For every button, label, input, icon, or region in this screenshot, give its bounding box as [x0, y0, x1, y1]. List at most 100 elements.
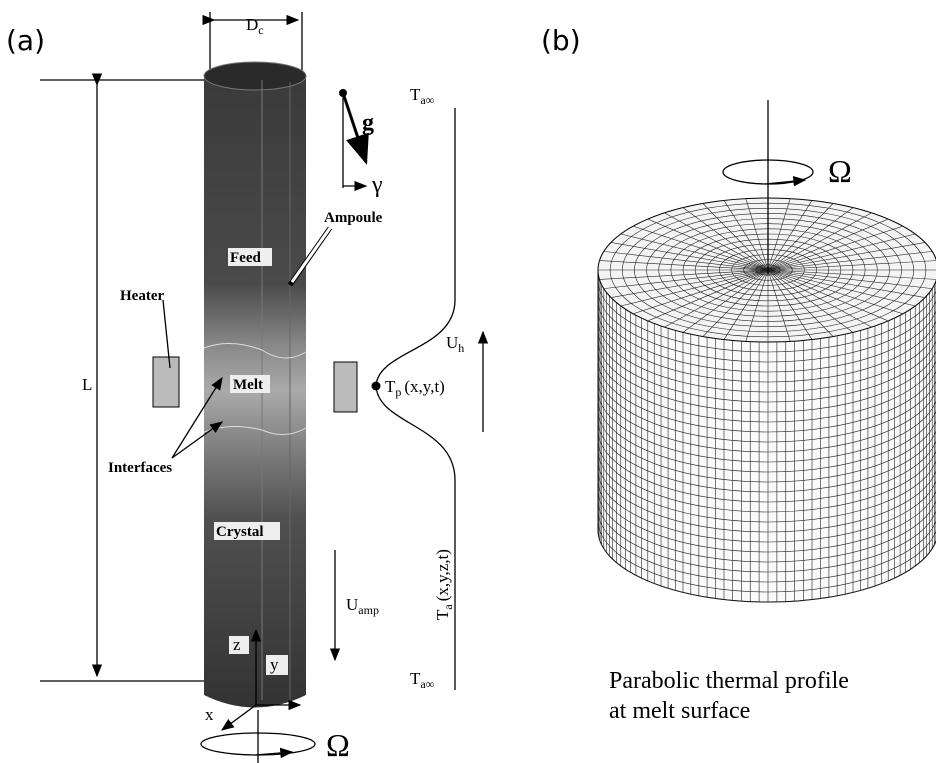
- mesh-line: [767, 269, 903, 315]
- mesh-line: [767, 269, 791, 342]
- mesh-line: [597, 289, 936, 363]
- mesh-line: [597, 319, 936, 393]
- profile-label: Ta∞: [410, 85, 434, 107]
- diameter-label: Dc: [246, 15, 264, 37]
- mesh-line: [647, 218, 769, 271]
- mesh-line: [633, 225, 769, 271]
- label-sub: a: [441, 604, 455, 610]
- region-label: Melt: [233, 377, 263, 393]
- label-box: [228, 248, 272, 266]
- mesh-line: [702, 203, 769, 271]
- gravity-arrow: [341, 92, 369, 165]
- velocity-label: Uamp: [346, 595, 379, 617]
- mesh-line: [597, 499, 936, 573]
- label-sub: amp: [358, 603, 379, 617]
- callout-label: Interfaces: [108, 460, 172, 476]
- mesh-line: [767, 200, 813, 271]
- callout-label: Heater: [120, 288, 164, 304]
- mesh-line: [599, 269, 769, 280]
- mesh-line: [767, 269, 813, 340]
- mesh-line: [597, 359, 936, 433]
- mesh-line: [633, 269, 769, 315]
- label-box: [230, 375, 270, 393]
- mesh-line: [767, 218, 889, 271]
- gravity-label: g: [362, 110, 374, 136]
- mesh-line: [597, 429, 936, 503]
- mesh-line: [597, 439, 936, 513]
- mesh-line: [767, 269, 933, 289]
- label-sub: a∞: [420, 677, 434, 691]
- caption: Parabolic thermal profile: [609, 668, 849, 694]
- label-sub: p: [395, 385, 401, 399]
- mesh-line: [767, 242, 926, 271]
- rotation-arrow: [764, 175, 807, 187]
- label-box: [266, 655, 288, 675]
- label-base: D: [246, 15, 258, 34]
- callout-arrow: [171, 421, 224, 459]
- panel-label: (a): [6, 24, 45, 57]
- mesh-line: [745, 269, 769, 342]
- label-args: (x,y,t): [404, 377, 444, 396]
- mesh-line: [745, 198, 769, 271]
- mesh-line: [767, 251, 933, 271]
- mesh-line: [767, 269, 872, 328]
- mesh-line: [664, 269, 769, 328]
- mesh-line: [767, 269, 926, 298]
- mesh-line: [767, 269, 889, 322]
- length-label: L: [82, 375, 92, 394]
- mesh-line: [647, 269, 769, 322]
- velocity-label: Uh: [446, 333, 464, 355]
- mesh-line: [597, 369, 936, 443]
- mesh-line: [620, 269, 769, 307]
- mesh-line: [603, 251, 769, 271]
- mesh-line: [597, 419, 936, 493]
- mesh-line: [702, 269, 769, 337]
- label-base: T: [385, 377, 396, 396]
- label-base: T: [433, 609, 452, 620]
- mesh-line: [723, 269, 769, 340]
- mesh-line: [597, 349, 936, 423]
- mesh-line: [682, 269, 769, 333]
- label-base: U: [346, 595, 358, 614]
- mesh-line: [597, 449, 936, 523]
- ampoule-top: [203, 61, 307, 91]
- caption: at melt surface: [609, 698, 750, 724]
- mesh-line: [597, 309, 936, 383]
- mesh-line: [597, 479, 936, 553]
- mesh-line: [664, 212, 769, 271]
- mesh-line: [597, 459, 936, 533]
- mesh-line: [597, 339, 936, 413]
- mesh-line: [599, 260, 769, 271]
- mesh-line: [597, 329, 936, 403]
- label-box: [214, 522, 280, 540]
- label-args: (x,y,z,t): [433, 549, 452, 601]
- mesh-line: [597, 469, 936, 543]
- region-label: Crystal: [216, 524, 264, 540]
- heater: [152, 356, 180, 408]
- mesh-line: [597, 519, 936, 593]
- panel-b-drawing: [597, 100, 936, 603]
- mesh-line: [597, 279, 936, 353]
- mesh-line: [597, 379, 936, 453]
- rotation-arrow: [254, 747, 294, 759]
- interface: [203, 343, 307, 359]
- callout-arrow: [290, 227, 332, 283]
- mesh-line: [767, 212, 872, 271]
- label-base: T: [410, 669, 421, 688]
- mesh-line: [597, 399, 936, 473]
- mesh-line: [597, 529, 936, 603]
- mesh-line: [767, 269, 854, 333]
- mesh-line: [620, 233, 769, 271]
- rotation-label: Ω: [326, 727, 350, 763]
- mesh-line: [682, 207, 769, 271]
- mesh-line: [767, 269, 936, 280]
- mesh-line: [767, 269, 916, 307]
- peak-point: [371, 381, 381, 391]
- thermal-profile: [375, 108, 456, 690]
- rotation-label: Ω: [828, 153, 852, 189]
- mesh-line: [767, 198, 791, 271]
- label-base: U: [446, 333, 458, 352]
- mesh-line: [767, 260, 936, 271]
- heater: [333, 361, 358, 413]
